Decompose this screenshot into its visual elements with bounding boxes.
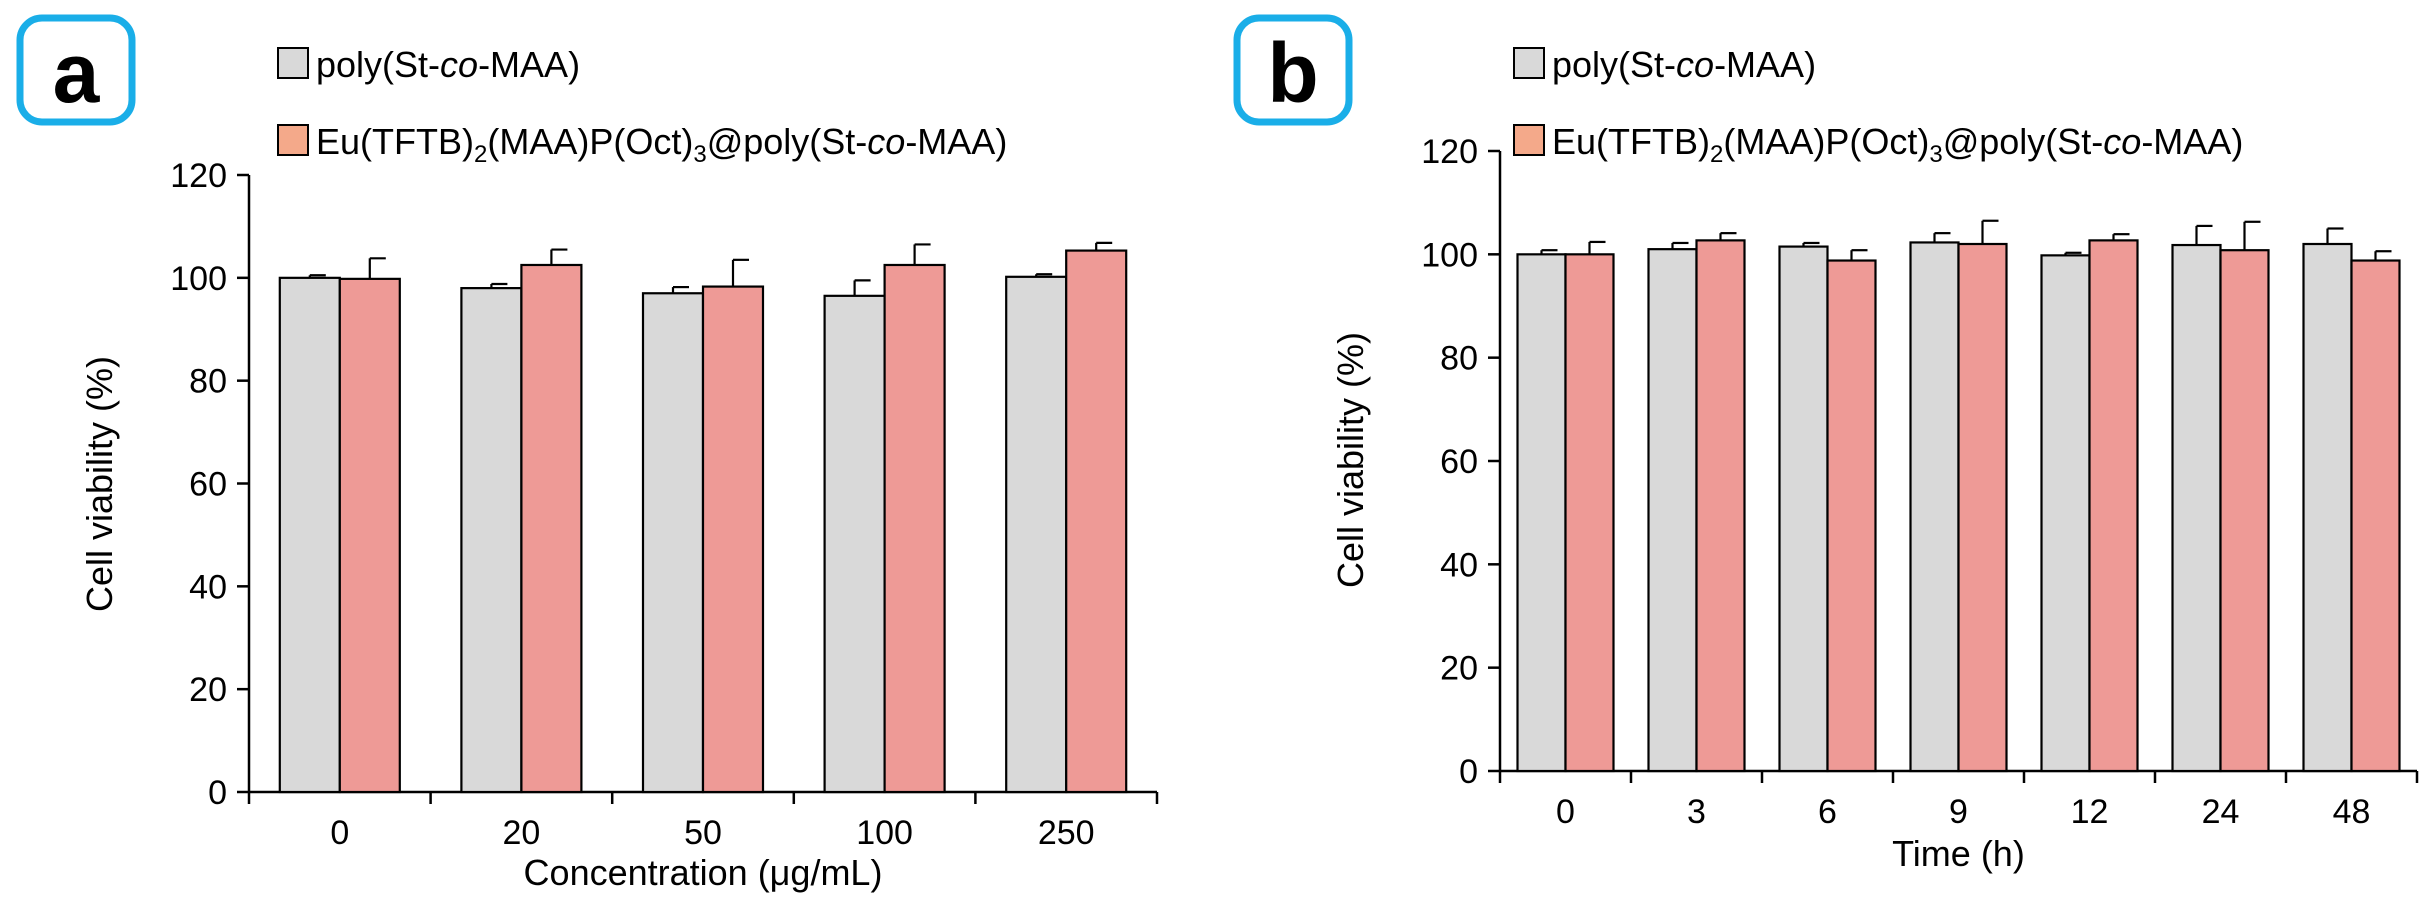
- y-tick-label: 120: [170, 157, 227, 195]
- x-tick-label: 100: [856, 814, 913, 852]
- y-tick-label: 120: [1421, 133, 1478, 171]
- y-tick-label: 100: [1421, 236, 1478, 274]
- bar: [2302, 242, 2353, 773]
- x-tick-label: 250: [1038, 814, 1095, 852]
- panel-badge-frame: [16, 14, 136, 126]
- x-tick-label: 0: [1556, 793, 1575, 831]
- bar: [1826, 259, 1877, 773]
- x-tick-label: 24: [2202, 793, 2240, 831]
- bar: [1564, 253, 1615, 773]
- bar: [2350, 259, 2401, 773]
- x-tick-label: 3: [1687, 793, 1706, 831]
- y-tick-label: 20: [189, 671, 227, 709]
- legend-swatch: [1513, 47, 1545, 79]
- x-axis-title: Time (h): [1892, 833, 2025, 874]
- x-tick-label: 9: [1949, 793, 1968, 831]
- panel-a: a poly(St-co-MAA) Eu(TFTB)2(MAA)P(Oct)3@po…: [16, 14, 1159, 893]
- y-tick-label: 40: [189, 568, 227, 606]
- y-tick-label: 40: [1440, 546, 1478, 584]
- bar: [338, 277, 401, 794]
- y-tick-label: 60: [1440, 443, 1478, 481]
- bar: [278, 276, 341, 794]
- bar: [2040, 254, 2091, 773]
- legend-swatch: [1513, 124, 1545, 156]
- x-axis-title: Concentration (μg/mL): [524, 852, 883, 893]
- x-tick-label: 48: [2333, 793, 2371, 831]
- y-tick-label: 80: [1440, 340, 1478, 378]
- y-tick-label: 0: [208, 774, 227, 812]
- bar: [2171, 243, 2222, 773]
- bar: [1695, 239, 1746, 773]
- y-tick-label: 80: [189, 363, 227, 401]
- x-tick-label: 0: [330, 814, 349, 852]
- y-tick-label: 0: [1459, 753, 1478, 791]
- legend-entry: Eu(TFTB)2(MAA)P(Oct)3@poly(St-co-MAA): [1552, 121, 2243, 168]
- bar: [1516, 253, 1567, 773]
- x-tick-label: 12: [2071, 793, 2109, 831]
- bar: [1065, 249, 1128, 794]
- bar: [460, 287, 523, 794]
- bar: [1647, 248, 1698, 773]
- y-tick-label: 60: [189, 466, 227, 504]
- y-tick-label: 20: [1440, 650, 1478, 688]
- panel-b: b poly(St-co-MAA) Eu(TFTB)2(MAA)P(Oct)3@po…: [1233, 14, 2419, 874]
- y-tick-label: 100: [170, 260, 227, 298]
- panel-badge-frame: [1233, 14, 1353, 126]
- bar: [1778, 245, 1829, 773]
- bar: [1005, 275, 1068, 794]
- bar: [1909, 241, 1960, 773]
- y-axis-title: Cell viability (%): [79, 356, 120, 612]
- bar: [641, 292, 705, 794]
- bar: [2088, 239, 2139, 773]
- legend-swatch: [277, 124, 309, 156]
- legend-entry: Eu(TFTB)2(MAA)P(Oct)3@poly(St-co-MAA): [316, 121, 1007, 168]
- bar: [701, 285, 765, 794]
- x-tick-label: 20: [502, 814, 540, 852]
- bar: [1957, 242, 2008, 773]
- bar: [2219, 249, 2270, 773]
- y-axis-title: Cell viability (%): [1330, 332, 1371, 588]
- panel-label: b: [1267, 26, 1318, 120]
- legend-swatch: [277, 47, 309, 79]
- x-tick-label: 6: [1818, 793, 1837, 831]
- bar: [823, 294, 886, 794]
- panel-label: a: [53, 26, 101, 120]
- legend-entry: poly(St-co-MAA): [1552, 44, 1816, 85]
- bar: [520, 263, 583, 794]
- x-tick-label: 50: [684, 814, 722, 852]
- legend-entry: poly(St-co-MAA): [316, 44, 580, 85]
- bar: [883, 263, 946, 794]
